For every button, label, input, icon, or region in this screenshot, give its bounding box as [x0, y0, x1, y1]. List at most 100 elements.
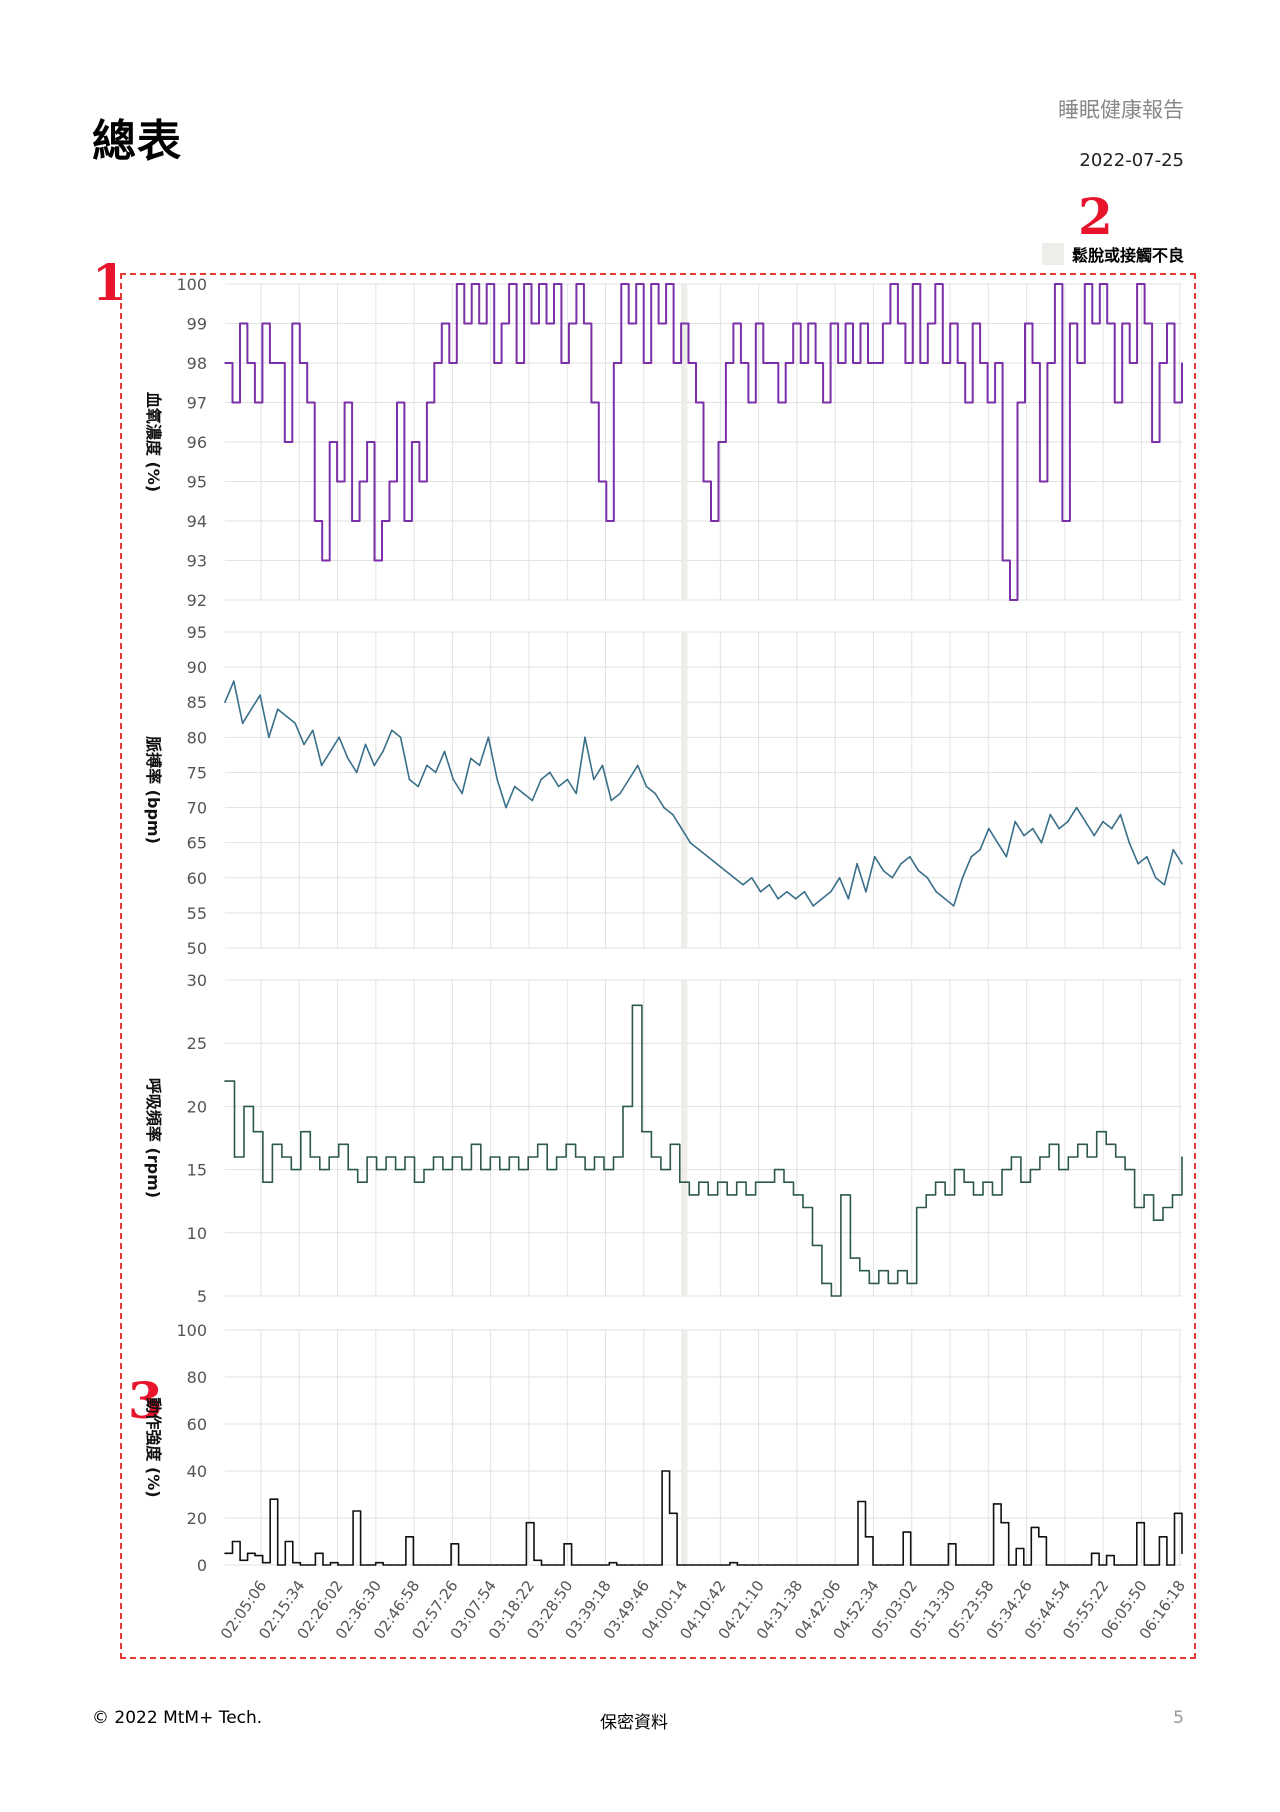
data-point	[480, 1168, 482, 1171]
data-point	[570, 1564, 573, 1566]
data-point	[635, 283, 637, 285]
data-point	[672, 813, 674, 816]
data-point	[1054, 283, 1056, 285]
data-point	[461, 792, 463, 795]
page-title: 總表	[92, 116, 182, 167]
data-point	[1152, 1219, 1155, 1221]
data-point	[575, 792, 577, 795]
data-point	[687, 362, 690, 364]
data-point	[610, 799, 613, 802]
y-tick-label: 99	[187, 315, 207, 334]
data-point	[224, 701, 226, 703]
data-point	[585, 1564, 588, 1566]
data-point	[657, 322, 660, 325]
data-point	[309, 1156, 312, 1158]
data-point	[352, 1510, 354, 1512]
data-point	[593, 1564, 595, 1566]
data-point	[1181, 1156, 1183, 1158]
data-point	[786, 891, 788, 893]
data-point	[565, 1143, 567, 1146]
data-point	[821, 1282, 823, 1285]
data-point	[616, 1564, 618, 1566]
data-point	[290, 1168, 293, 1171]
data-point	[794, 898, 797, 900]
data-point	[964, 401, 966, 404]
data-point	[584, 1168, 586, 1171]
data-point	[328, 1156, 331, 1158]
data-point	[224, 1552, 226, 1555]
data-point	[555, 1156, 558, 1158]
data-point	[733, 877, 735, 879]
data-point	[714, 1564, 716, 1566]
data-point	[284, 441, 286, 443]
data-point	[768, 884, 771, 886]
data-point	[426, 401, 428, 404]
data-point	[574, 1156, 577, 1158]
data-point	[792, 322, 794, 325]
data-point	[523, 283, 525, 285]
data-point	[745, 1194, 747, 1196]
data-point	[1133, 1206, 1136, 1209]
y-tick-label: 20	[187, 1509, 207, 1528]
data-point	[1020, 1181, 1022, 1183]
data-point	[949, 322, 951, 325]
data-point	[500, 322, 503, 325]
y-tick-label: 93	[187, 552, 207, 571]
data-point	[314, 1552, 317, 1555]
data-point	[706, 1564, 709, 1566]
data-point	[359, 1564, 362, 1566]
data-point	[628, 778, 630, 781]
data-point	[434, 771, 437, 774]
data-point	[1181, 862, 1183, 865]
data-point	[397, 1564, 400, 1566]
data-point	[540, 1564, 543, 1566]
data-point	[1151, 1564, 1153, 1566]
data-point	[744, 1564, 746, 1566]
data-point	[742, 884, 744, 886]
data-point	[784, 362, 787, 364]
data-point	[276, 1564, 279, 1566]
chart-panel-1: 92 93 94 95 96 97 98 99 100 血氧濃度 (%)	[144, 275, 1183, 610]
data-point	[452, 778, 455, 781]
data-point	[612, 1156, 615, 1158]
data-point	[1120, 1564, 1123, 1566]
y-tick-label: 80	[187, 1368, 207, 1387]
data-point	[830, 1295, 833, 1297]
data-point	[859, 322, 862, 325]
data-point	[1076, 362, 1079, 364]
data-point	[663, 806, 665, 809]
data-point	[1143, 1194, 1145, 1196]
data-point	[996, 841, 999, 844]
data-point	[623, 1564, 626, 1566]
data-point	[986, 401, 989, 404]
data-point	[902, 1531, 904, 1533]
data-point	[1163, 884, 1166, 886]
data-point	[231, 401, 234, 404]
data-point	[955, 1564, 957, 1566]
data-point	[366, 1156, 368, 1158]
data-point	[394, 1168, 397, 1171]
data-point	[470, 283, 473, 285]
y-axis-title: 血氧濃度 (%)	[144, 392, 163, 492]
data-point	[669, 1143, 672, 1146]
data-point	[250, 708, 253, 710]
data-point	[838, 877, 841, 879]
data-point	[642, 362, 645, 364]
data-point	[403, 520, 406, 522]
data-point	[1113, 401, 1116, 404]
data-point	[364, 743, 367, 746]
data-point	[796, 1564, 799, 1566]
data-point	[837, 362, 839, 364]
data-point	[755, 322, 757, 325]
data-point	[1105, 1554, 1108, 1557]
data-point	[246, 362, 249, 364]
data-point	[759, 1564, 761, 1566]
data-point	[654, 792, 656, 795]
data-point	[276, 362, 279, 364]
data-point	[799, 362, 802, 364]
y-tick-label: 15	[187, 1161, 207, 1180]
data-point	[887, 1282, 890, 1285]
data-point	[1067, 820, 1069, 823]
data-point	[231, 1540, 234, 1543]
